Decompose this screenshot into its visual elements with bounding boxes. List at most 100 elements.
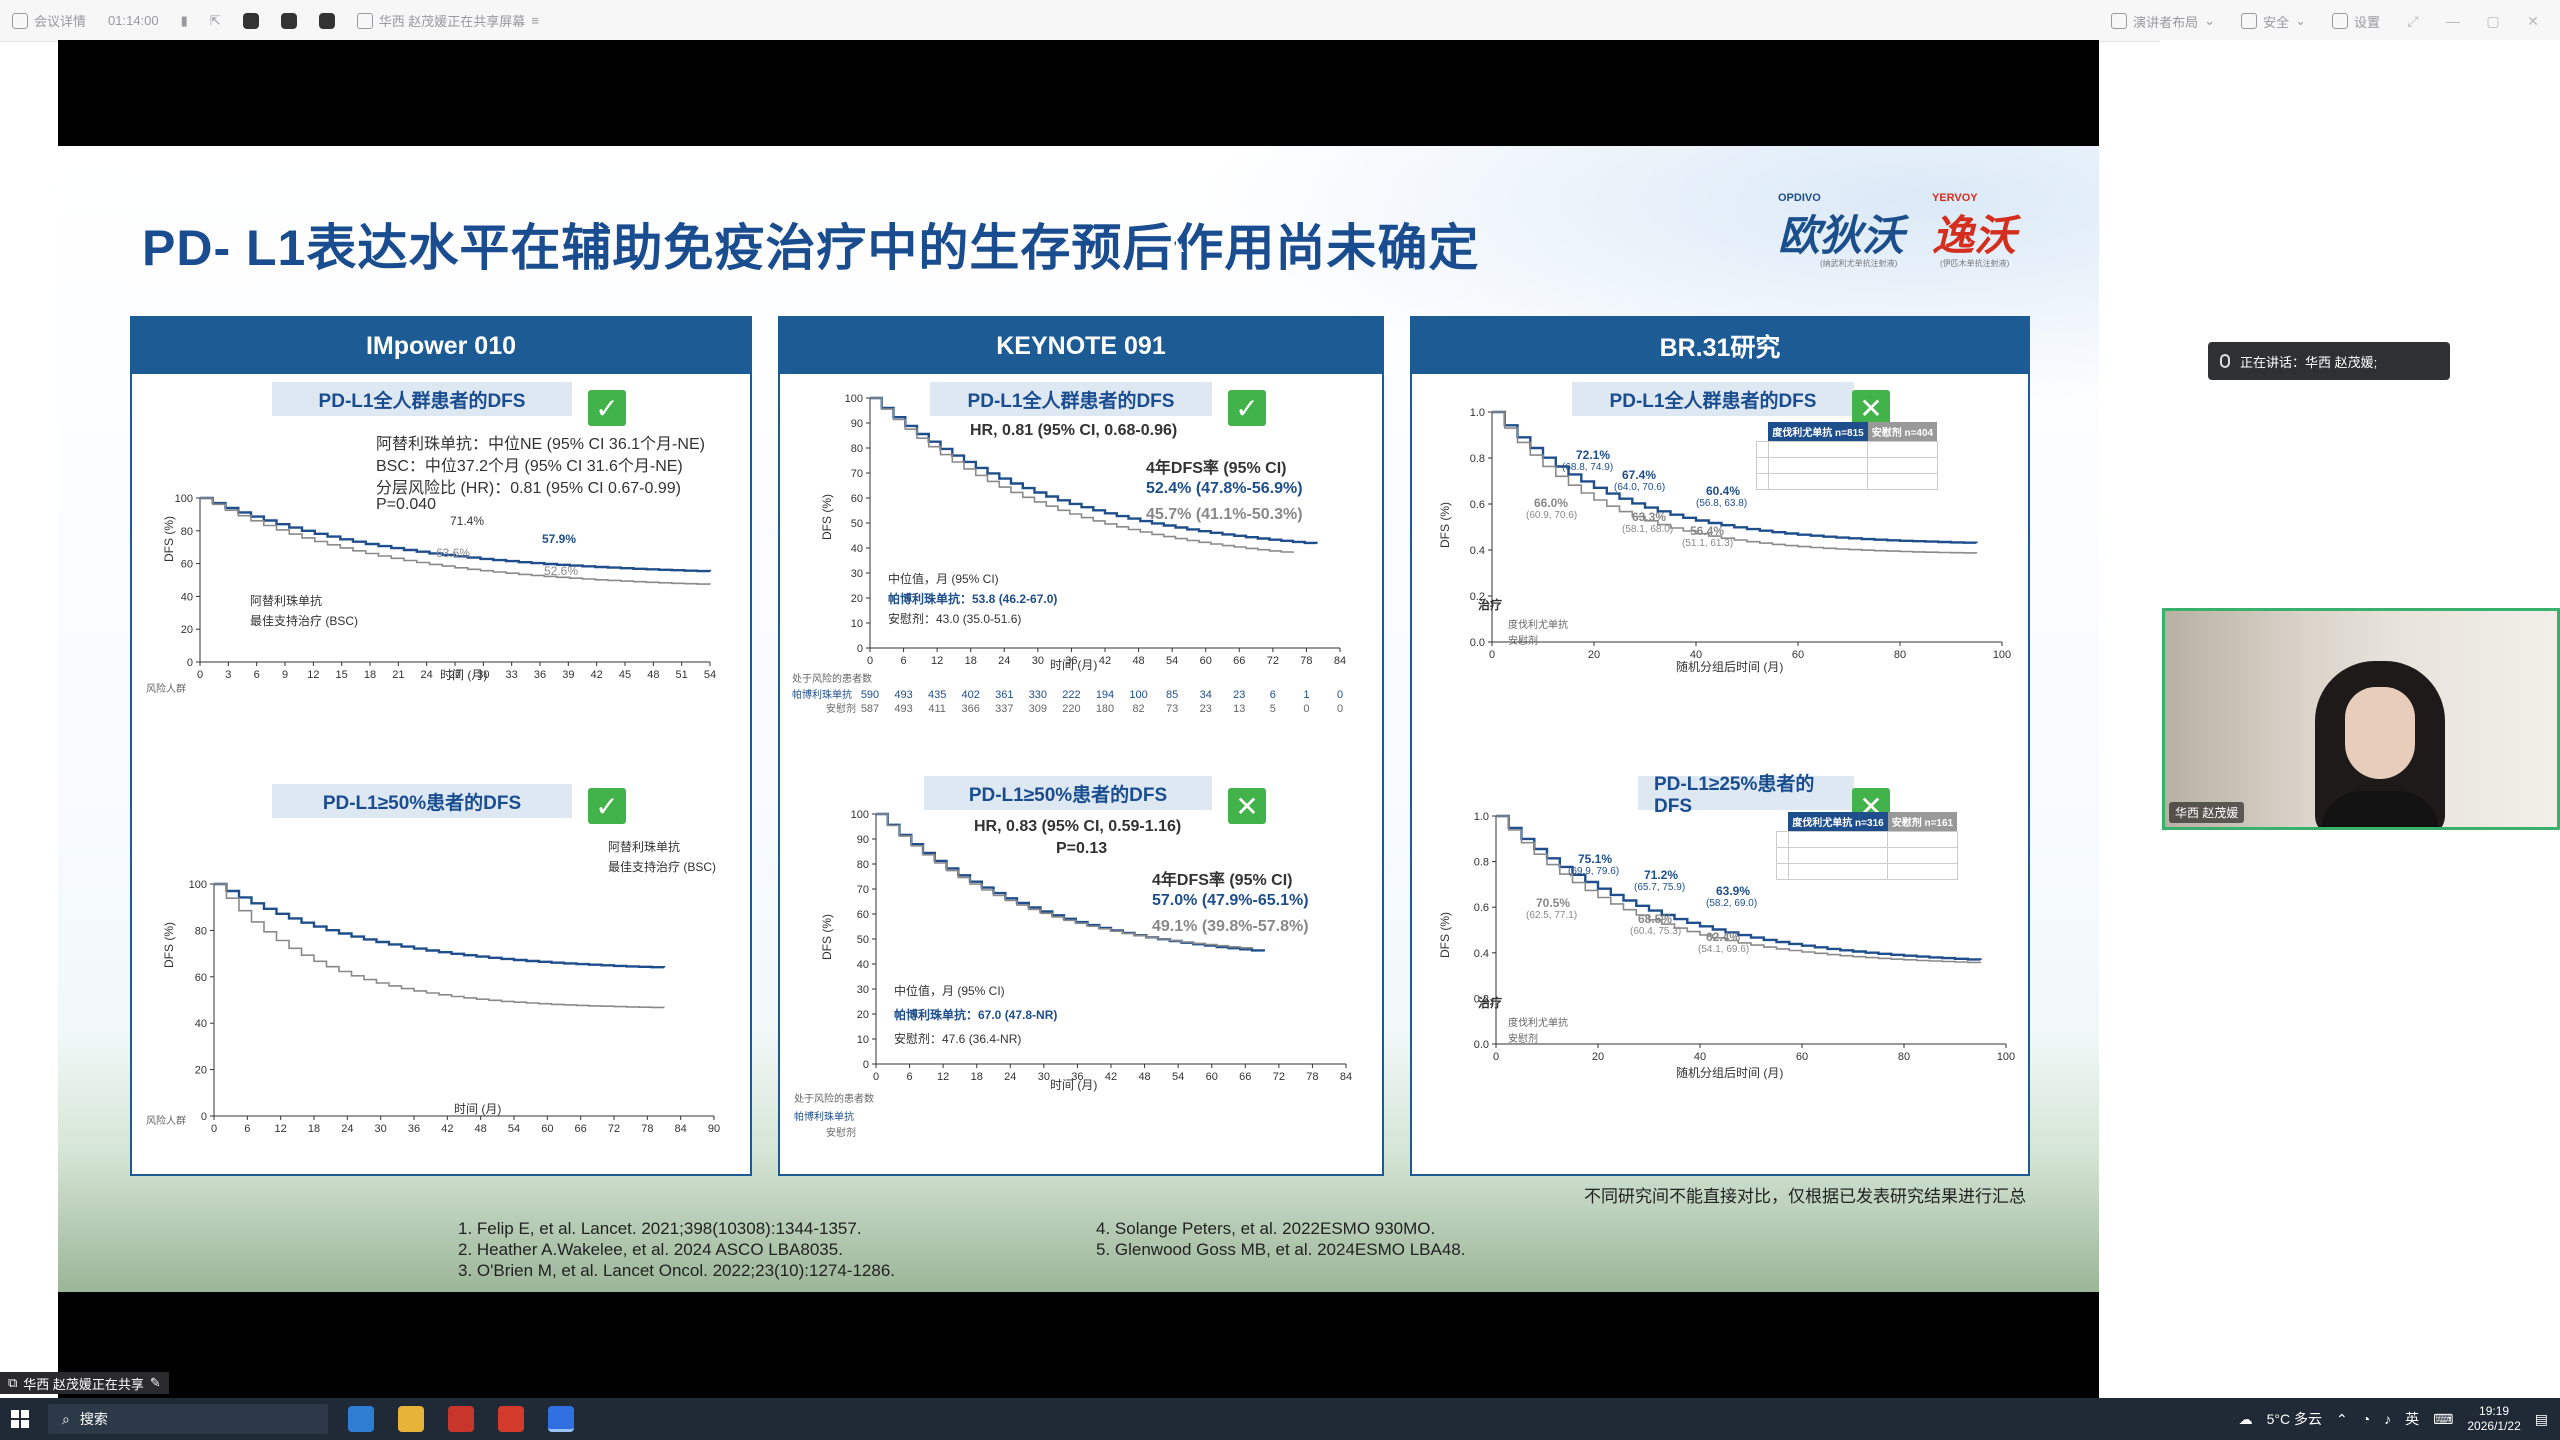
taskbar-search[interactable]: ⌕ 搜索 (48, 1404, 328, 1434)
x-tick-label: 24 (341, 1123, 353, 1135)
x-tick-label: 9 (282, 669, 288, 681)
scan-icon[interactable] (242, 12, 259, 29)
median-series-b: 安慰剂：47.6 (36.4-NR) (894, 1032, 1022, 1046)
weather-text[interactable]: 5°C 多云 (2266, 1411, 2322, 1427)
maximize-icon[interactable]: ▢ (2486, 13, 2500, 29)
risk-title: 风险人群 (146, 684, 186, 695)
x-tick-label: 84 (675, 1123, 687, 1135)
rate-title: 4年DFS率 (95% CI) (1146, 460, 1287, 477)
rate-ci: (62.5, 77.1) (1526, 910, 1578, 921)
security-button[interactable]: 安全 ⌄ (2241, 12, 2306, 31)
close-icon[interactable]: ✕ (2527, 13, 2539, 29)
x-tick-label: 80 (1894, 649, 1906, 661)
check-icon: ✓ (588, 390, 626, 426)
stat-line: P=0.040 (376, 496, 437, 513)
x-tick-label: 60 (541, 1123, 553, 1135)
x-tick-label: 36 (1065, 655, 1077, 667)
panel-title: IMpower 010 (132, 318, 750, 374)
pen-icon[interactable]: ✎ (149, 1375, 161, 1390)
risk-count-b: 82 (1132, 703, 1144, 715)
settings-button[interactable]: 设置 (2331, 12, 2380, 31)
ime-indicator[interactable]: 英 (2405, 1411, 2420, 1427)
speaker-icon[interactable]: ♪ (2384, 1411, 2392, 1427)
risk-label-a: 帕博利珠单抗 (792, 690, 852, 701)
risk-count-b: 587 (861, 703, 879, 715)
edge-icon[interactable] (348, 1406, 374, 1432)
wps-office-icon[interactable] (498, 1406, 524, 1432)
x-tick-label: 18 (308, 1123, 320, 1135)
km-plot-subgroup: 0 20 40 60 80 100 0 6 12 18 24 30 36 42 48 54 60 66 72 78 84… (189, 879, 720, 1135)
notification-icon[interactable]: ▤ (2534, 1410, 2548, 1427)
y-axis-label: DFS (%) (820, 914, 834, 960)
reference-item: 2. Heather A.Wakelee, et al. 2024 ASCO L… (458, 1240, 843, 1259)
y-tick-label: 60 (181, 559, 193, 571)
y-tick-label: 60 (195, 972, 207, 984)
legend-series-b: 最佳支持治疗 (BSC) (608, 860, 717, 874)
x-tick-label: 66 (1239, 1071, 1251, 1083)
x-tick-label: 6 (254, 669, 260, 681)
legend-series-a: 度伐利尤单抗 (1508, 1018, 1568, 1029)
reference-item: 3. O'Brien M, et al. Lancet Oncol. 2022;… (458, 1261, 896, 1280)
panel-impower010: IMpower 010 PD-L1全人群患者的DFS ✓ 阿替利珠单抗：中位NE… (130, 316, 752, 1176)
y-tick-label: 100 (175, 493, 193, 505)
file-explorer-icon[interactable] (398, 1406, 424, 1432)
cloud-icon[interactable] (280, 12, 297, 29)
x-tick-label: 40 (1694, 1051, 1706, 1063)
x-tick-label: 78 (1306, 1071, 1318, 1083)
series-b-curve (214, 883, 665, 1009)
rate-label: 63.6% (436, 546, 471, 560)
share-icon: ⧉ (8, 1375, 18, 1390)
y-tick-label: 0.2 (1470, 591, 1485, 603)
y-tick-label: 1.0 (1474, 811, 1489, 823)
rate-ci: (64.0, 70.6) (1614, 482, 1666, 493)
risk-label-b: 安慰剂 (826, 1128, 856, 1139)
series-a-curve (200, 496, 712, 573)
system-tray: ☁ 5°C 多云 ⌃ ◔ ♪ 英 ⌨ 19:19 2026/1/22 ▤ (2239, 1398, 2560, 1440)
meeting-app-icon[interactable] (548, 1406, 574, 1432)
p-value: P=0.13 (1056, 840, 1108, 857)
minimize-icon[interactable]: — (2446, 13, 2460, 29)
x-tick-label: 21 (392, 669, 404, 681)
rate-label: 52.6% (544, 564, 579, 578)
weather-icon[interactable]: ☁ (2238, 1410, 2253, 1427)
x-tick-label: 36 (408, 1123, 420, 1135)
wps-icon[interactable] (448, 1406, 474, 1432)
x-tick-label: 12 (931, 655, 943, 667)
participants-icon[interactable] (318, 12, 335, 29)
rate-ci: (68.8, 74.9) (1562, 462, 1614, 473)
x-tick-label: 60 (1796, 1051, 1808, 1063)
clock[interactable]: 19:19 2026/1/22 (2467, 1404, 2521, 1433)
chevron-up-icon[interactable]: ⌃ (2335, 1410, 2348, 1427)
treat-title: 治疗 (1478, 996, 1503, 1010)
rate-label: 57.9% (542, 532, 577, 546)
sharing-indicator[interactable]: ⧉ 华西 赵茂媛正在共享 ✎ (0, 1372, 169, 1394)
x-tick-label: 42 (1105, 1071, 1117, 1083)
risk-count-a: 493 (894, 689, 912, 701)
x-tick-label: 42 (1099, 655, 1111, 667)
meeting-details-button[interactable]: 会议详情 (12, 11, 86, 30)
risk-count-a: 34 (1200, 689, 1212, 701)
rate-ci: (65.7, 75.9) (1634, 882, 1686, 893)
opdivo-logo-sub: (纳武利尤单抗注射液) (1820, 259, 1898, 268)
risk-count-b: 180 (1096, 703, 1114, 715)
x-tick-label: 0 (873, 1071, 879, 1083)
series-b-curve (876, 813, 1253, 949)
x-tick-label: 30 (477, 669, 489, 681)
y-tick-label: 60 (857, 909, 869, 921)
layout-button[interactable]: 演讲者布局 ⌄ (2111, 12, 2215, 31)
legend-series-a: 阿替利珠单抗 (608, 840, 681, 854)
x-tick-label: 24 (998, 655, 1010, 667)
start-button[interactable] (0, 1398, 40, 1440)
menu-icon[interactable]: ≡ (531, 13, 539, 28)
network-icon[interactable]: ◔ (2361, 1411, 2371, 1427)
stat-line: 阿替利珠单抗：中位NE (95% CI 36.1个月-NE) (376, 436, 705, 453)
keyboard-icon[interactable]: ⌨ (2433, 1410, 2454, 1427)
speaker-video[interactable]: 华西 赵茂媛 (2162, 608, 2560, 830)
legend-series-a: 度伐利尤单抗 (1508, 620, 1568, 631)
external-link-icon[interactable]: ⇱ (209, 12, 221, 28)
x-tick-label: 80 (1898, 1051, 1910, 1063)
y-axis-label: DFS (%) (162, 922, 176, 968)
reference-item: 1. Felip E, et al. Lancet. 2021;398(1030… (458, 1219, 862, 1238)
fullscreen-icon[interactable]: ⤢ (2407, 13, 2419, 29)
